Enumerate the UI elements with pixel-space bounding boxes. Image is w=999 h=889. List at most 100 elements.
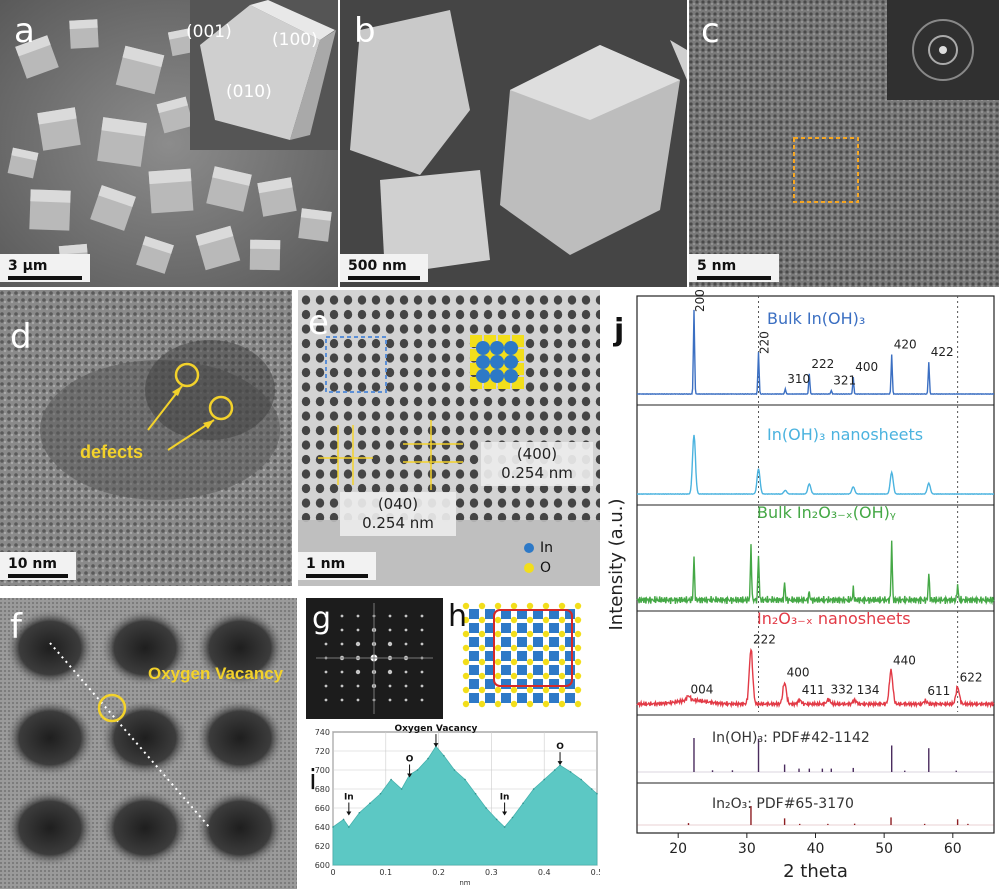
peak-label: 400 — [855, 360, 878, 374]
lattice-spot — [329, 382, 339, 392]
lattice-spot — [469, 469, 479, 479]
lattice-spot — [371, 396, 381, 407]
model-in-polyhedron — [565, 693, 575, 703]
lattice-spot — [441, 469, 451, 479]
fft-spot — [340, 614, 344, 618]
panel-e-label: e — [308, 303, 329, 343]
lattice-spot — [567, 483, 577, 494]
lattice-spot — [553, 295, 563, 305]
lattice-spot — [581, 498, 591, 508]
panel-h-image — [462, 602, 582, 708]
lattice-spot — [455, 295, 465, 305]
lattice-spot — [399, 469, 409, 479]
cube-particle-top — [300, 208, 332, 221]
profile-point — [369, 802, 371, 805]
lattice-spot — [469, 324, 479, 334]
lattice-spot — [455, 425, 465, 436]
lattice-spot — [539, 338, 549, 349]
model-in-polyhedron — [501, 609, 511, 619]
lattice-spot — [371, 382, 381, 392]
panel-i-label: i — [309, 763, 317, 796]
lattice-spot — [385, 396, 395, 407]
model-o-atom — [558, 686, 566, 694]
model-o-atom — [574, 700, 582, 708]
lattice-spot — [441, 324, 451, 334]
lattice-spot — [385, 469, 395, 479]
fft-spot — [404, 642, 408, 646]
lattice-spot — [525, 338, 535, 349]
lattice-spot — [329, 338, 339, 349]
model-o-atom — [494, 602, 502, 610]
lattice-spot — [567, 411, 577, 421]
lattice-spot — [567, 425, 577, 436]
lattice-spot — [343, 353, 353, 363]
lattice-spot — [595, 338, 600, 349]
model-o-atom — [510, 686, 518, 694]
y-tick-label: 720 — [315, 747, 330, 756]
facet-001-label: (001) — [186, 22, 232, 42]
lattice-spot — [357, 454, 367, 465]
peak-label: 200 — [693, 290, 707, 312]
panel-a-scalebar: 3 μm — [0, 254, 90, 282]
y-tick-label: 680 — [315, 785, 330, 794]
model-in-polyhedron — [565, 623, 575, 633]
peak-label: 220 — [758, 331, 772, 354]
lattice-spot — [595, 367, 600, 378]
model-o-atom — [478, 700, 486, 708]
series-label: In(OH)₃: PDF#42-1142 — [712, 730, 870, 746]
model-in-polyhedron — [517, 665, 527, 675]
lattice-spot — [413, 338, 423, 349]
model-in-polyhedron — [485, 693, 495, 703]
lattice-spot — [329, 425, 339, 436]
lattice-spot — [469, 454, 479, 465]
lattice-spot — [455, 483, 465, 494]
lattice-spot — [441, 483, 451, 494]
lattice-spot — [385, 367, 395, 378]
lattice-spot — [539, 324, 549, 334]
model-o-atom — [510, 602, 518, 610]
lattice-spot — [385, 411, 395, 421]
peak-label: 420 — [894, 338, 917, 352]
fft-spot — [324, 614, 328, 618]
lattice-spot — [469, 411, 479, 421]
panel-a-label: a — [14, 11, 35, 51]
lattice-spot — [413, 382, 423, 392]
series-label: In₂O₃: PDF#65-3170 — [712, 796, 854, 812]
model-o-atom — [542, 658, 550, 666]
lattice-spot — [525, 309, 535, 320]
cube-particle-top — [11, 147, 39, 161]
model-in-polyhedron — [485, 623, 495, 633]
defects-label: defects — [80, 442, 144, 462]
lattice-spot — [301, 512, 311, 523]
x-tick-label: 30 — [738, 841, 756, 857]
lattice-spot — [413, 295, 423, 305]
fft-spot — [388, 628, 392, 632]
lattice-spot — [469, 309, 479, 320]
lattice-spot — [553, 309, 563, 320]
cube-particle-top — [257, 177, 293, 194]
model-in-polyhedron — [533, 651, 543, 661]
spacing-040-d: 0.254 nm — [362, 513, 434, 532]
lattice-spot — [581, 324, 591, 334]
lattice-spot — [553, 483, 563, 494]
model-o-atom — [478, 616, 486, 624]
peak-label: 134 — [857, 683, 880, 697]
panel-c-scalebar: 5 nm — [689, 254, 779, 282]
lattice-spot — [525, 295, 535, 305]
lattice-spot — [329, 324, 339, 334]
lattice-spot — [399, 396, 409, 407]
model-o-atom — [510, 700, 518, 708]
lattice-spot — [357, 382, 367, 392]
profile-point — [427, 757, 429, 760]
series-label: In₂O₃₋ₓ nanosheets — [757, 609, 911, 628]
lattice-spot — [329, 454, 339, 465]
model-o-atom — [510, 672, 518, 680]
fft-spot — [404, 670, 408, 674]
model-o-atom — [542, 616, 550, 624]
panel-f-label: f — [10, 607, 22, 647]
lattice-spot — [539, 483, 549, 494]
lattice-spot — [497, 411, 507, 421]
peak-label: 222 — [753, 632, 776, 646]
lattice-spot — [553, 338, 563, 349]
lattice-spot — [357, 295, 367, 305]
